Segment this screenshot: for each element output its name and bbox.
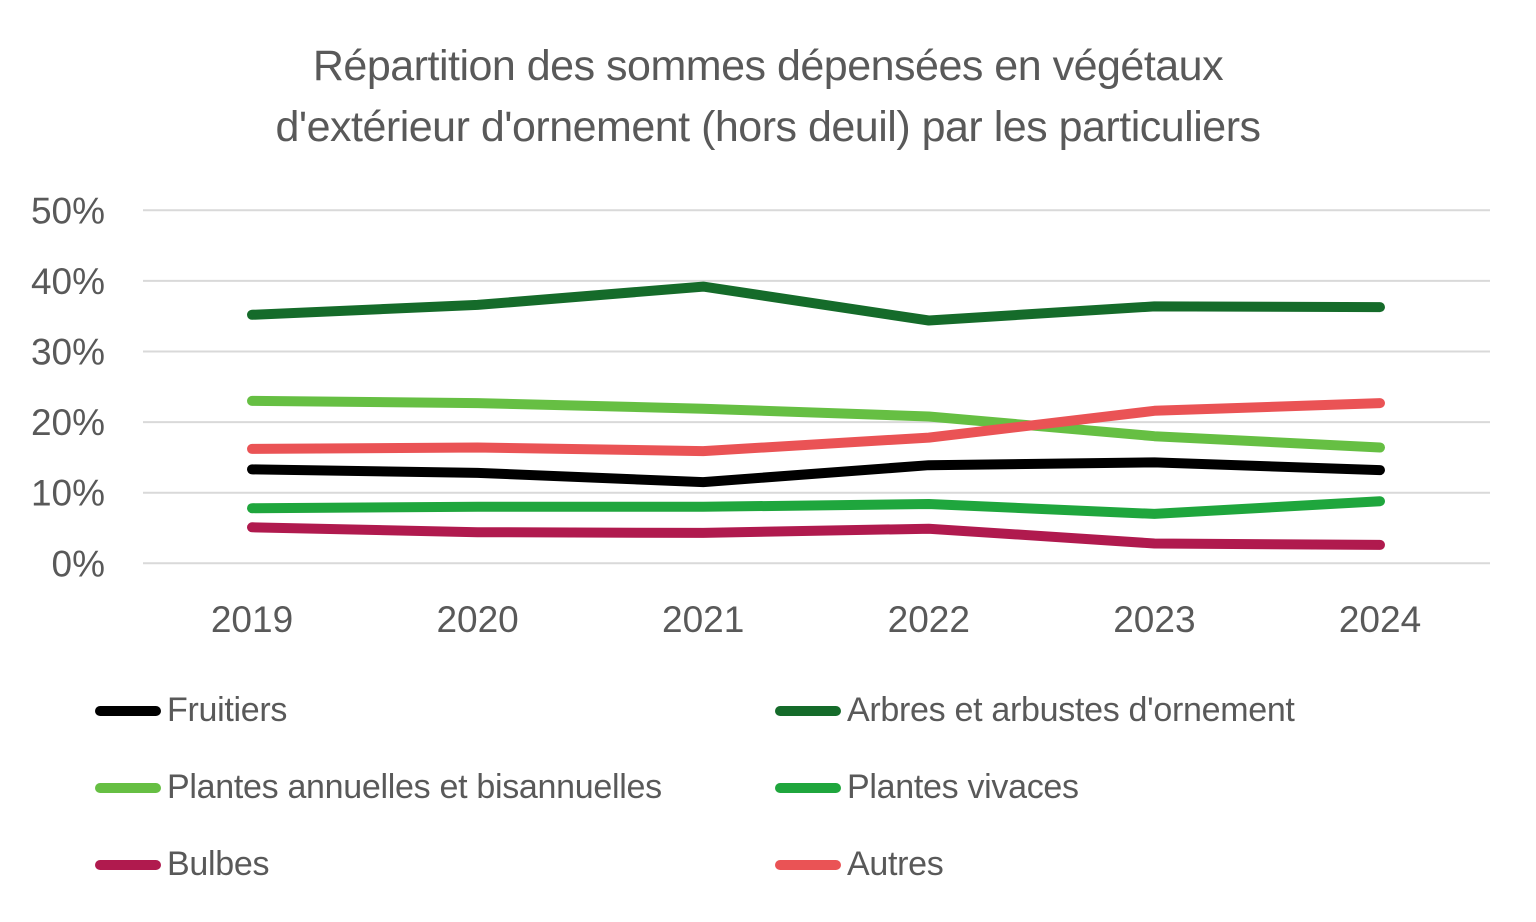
chart-title-line-1: Répartition des sommes dépensées en végé… xyxy=(312,42,1224,90)
legend-item-arbres-et-arbustes-dornement: Arbres et arbustes d'ornement xyxy=(775,691,1295,730)
y-axis-tick-label: 10% xyxy=(31,473,105,514)
x-axis-tick-label: 2024 xyxy=(1339,599,1421,640)
legend-item-bulbes: Bulbes xyxy=(95,845,775,884)
series-line-arbres-et-arbustes-dornement xyxy=(247,281,1385,326)
x-axis-tick-label: 2021 xyxy=(662,599,744,640)
legend-item-plantes-vivaces: Plantes vivaces xyxy=(775,768,1295,807)
legend-label: Plantes vivaces xyxy=(847,768,1079,806)
y-axis-tick-label: 50% xyxy=(31,190,105,231)
chart-title: Répartition des sommes dépensées en végé… xyxy=(0,36,1536,158)
y-axis-tick-label: 40% xyxy=(31,261,105,302)
legend-swatch-fruitiers xyxy=(95,705,161,716)
legend-item-plantes-annuelles-et-bisannuelles: Plantes annuelles et bisannuelles xyxy=(95,768,775,807)
series-line-fruitiers xyxy=(247,457,1385,488)
x-axis-tick-label: 2022 xyxy=(888,599,970,640)
series-line-autres xyxy=(247,398,1385,457)
y-axis-tick-label: 0% xyxy=(52,543,105,584)
series-line-plantes-vivaces xyxy=(247,496,1385,519)
y-axis-tick-label: 20% xyxy=(31,402,105,443)
legend-swatch-bulbes xyxy=(95,859,161,870)
legend-item-autres: Autres xyxy=(775,845,1295,884)
legend-label: Autres xyxy=(847,845,944,883)
series-line-bulbes xyxy=(247,522,1385,550)
x-axis-tick-label: 2019 xyxy=(211,599,293,640)
legend-swatch-plantes-annuelles-et-bisannuelles xyxy=(95,782,161,793)
legend-label: Bulbes xyxy=(167,845,270,883)
chart-title-line-2: d'extérieur d'ornement (hors deuil) par … xyxy=(275,103,1261,151)
legend: Fruitiers Plantes annuelles et bisannuell… xyxy=(95,688,1295,887)
legend-item-fruitiers: Fruitiers xyxy=(95,691,775,730)
x-axis-tick-label: 2023 xyxy=(1113,599,1195,640)
legend-label: Arbres et arbustes d'ornement xyxy=(847,691,1295,729)
y-axis-tick-label: 30% xyxy=(31,332,105,373)
series-line-plantes-annuelles-et-bisannuelles xyxy=(247,395,1385,453)
legend-swatch-arbres-et-arbustes-dornement xyxy=(775,705,841,716)
legend-swatch-autres xyxy=(775,859,841,870)
legend-swatch-plantes-vivaces xyxy=(775,782,841,793)
legend-label: Plantes annuelles et bisannuelles xyxy=(167,768,662,806)
legend-label: Fruitiers xyxy=(167,691,288,729)
line-chart-plot-area: 0% 10% 20% 30% 40% 50% 2019 2020 2021 2022 2023 202… xyxy=(31,190,1490,640)
x-axis-tick-label: 2020 xyxy=(436,599,518,640)
